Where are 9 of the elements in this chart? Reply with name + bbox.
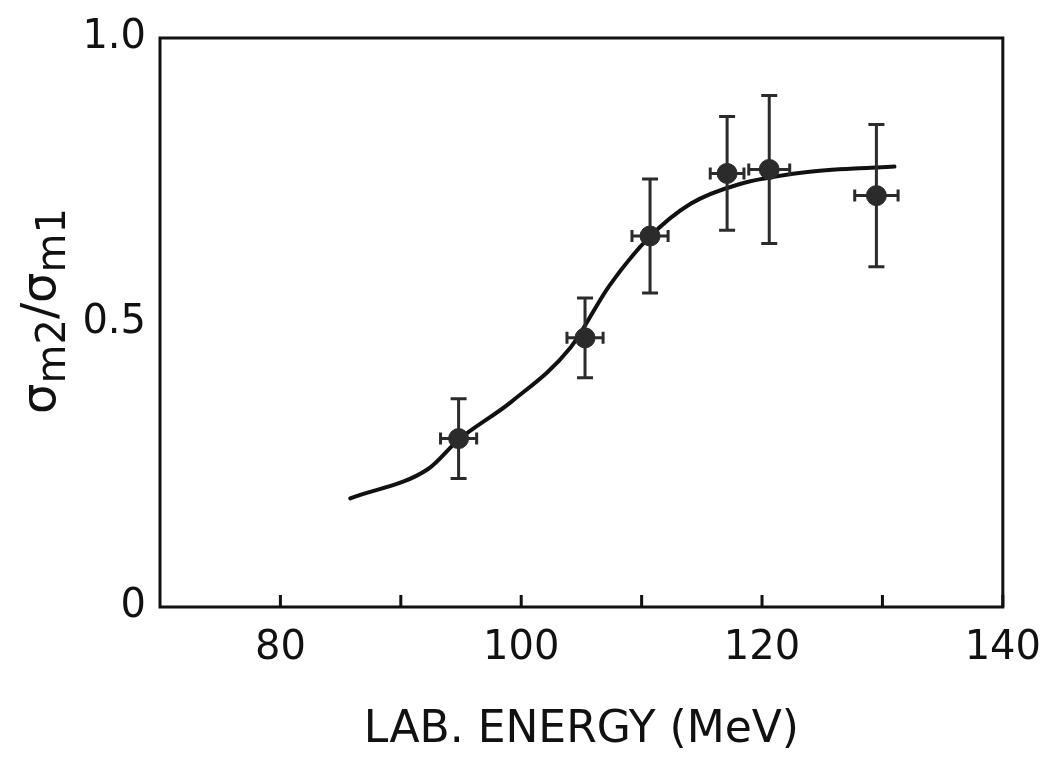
line-series <box>348 164 897 501</box>
x-axis-title: LAB. ENERGY (MeV) <box>363 701 799 753</box>
x-tick-label: 100 <box>483 622 560 669</box>
x-tick-label: 140 <box>964 622 1042 669</box>
y-tick-label: 0.5 <box>82 295 146 342</box>
y-tick-label: 1.0 <box>82 11 146 58</box>
x-tick-label: 80 <box>254 622 306 669</box>
y-tick-label: 0 <box>120 580 146 627</box>
x-tick-label: 120 <box>723 622 801 669</box>
